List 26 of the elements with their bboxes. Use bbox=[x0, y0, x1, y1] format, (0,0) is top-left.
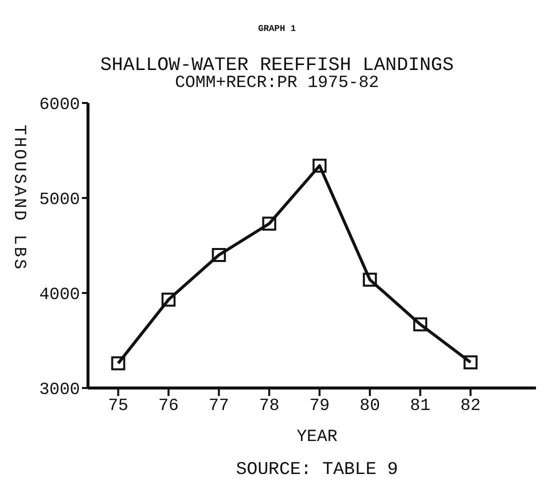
x-tick-label: 81 bbox=[410, 397, 430, 416]
x-tick-label: 75 bbox=[108, 397, 128, 416]
y-tick-label: 3000 bbox=[39, 381, 80, 400]
point bbox=[162, 292, 176, 307]
chart-subtitle: COMM+RECR:PR 1975-82 bbox=[174, 74, 380, 93]
source-note: SOURCE: TABLE 9 bbox=[234, 460, 400, 480]
y-axis-title: THOUSAND LBS bbox=[8, 124, 28, 274]
x-tick-label: 76 bbox=[158, 397, 179, 416]
x-axis-title: YEAR bbox=[296, 428, 338, 447]
chart-title: SHALLOW-WATER REEFFISH LANDINGS bbox=[99, 54, 455, 76]
x-tick-label: 80 bbox=[360, 397, 380, 416]
point bbox=[362, 272, 377, 287]
point bbox=[312, 158, 327, 173]
y-tick-label: 6000 bbox=[39, 96, 80, 116]
x-tick-label: 78 bbox=[259, 397, 280, 416]
x-tick-label: 77 bbox=[208, 397, 230, 416]
point bbox=[464, 355, 478, 370]
x-tick-label: 82 bbox=[460, 397, 481, 416]
caption: GRAPH 1 bbox=[257, 24, 297, 34]
point bbox=[262, 216, 276, 231]
point bbox=[413, 317, 428, 332]
x-tick-label: 79 bbox=[309, 397, 330, 416]
y-tick-label: 5000 bbox=[39, 191, 80, 210]
point bbox=[111, 356, 126, 370]
y-tick-label: 4000 bbox=[39, 286, 80, 306]
point bbox=[212, 248, 226, 262]
